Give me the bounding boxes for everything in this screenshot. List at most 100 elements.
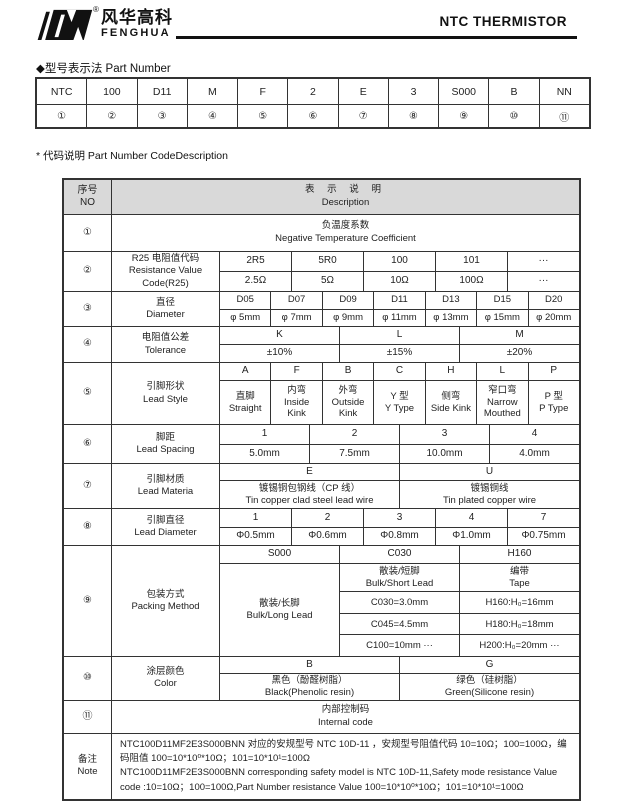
color-code-row: B G — [220, 657, 579, 674]
value-en: Internal code — [318, 716, 373, 728]
c030-item: C030=3.0mm — [370, 596, 429, 608]
note-label-cn: 备注 — [77, 754, 97, 766]
lead-diameter-cells: 1 2 3 4 7 Φ0.5mm Φ0.6mm Φ0.8mm Φ1.0mm Φ0… — [220, 509, 579, 546]
pn-index-cell: ② — [87, 105, 138, 127]
color-desc-row: 黑色（酚醛树脂） Black(Phenolic resin) 绿色（硅树脂） G… — [220, 673, 579, 700]
value-cn: 外弯 — [338, 384, 358, 396]
value-cn: 镀锡铜线 — [470, 482, 509, 494]
pn-index-cell: ⑧ — [389, 105, 440, 127]
row-lead-material: ⑦ 引脚材质 Lead Materia E U 镀锡铜包钢线（CP 线） Tin… — [64, 463, 579, 509]
packing-col-c030: 散装/短脚 Bulk/Short Lead C030=3.0mm C045=4.… — [340, 564, 460, 657]
diameter-code-cell: D13 — [426, 292, 478, 309]
row-lead-diameter: ⑧ 引脚直径 Lead Diameter 1 2 3 4 7 Φ0.5mm Φ0… — [64, 508, 579, 546]
label-en: Resistance Value — [128, 265, 203, 277]
pn-index-cell: ⑪ — [559, 112, 570, 124]
tolerance-value-cell: ±20% — [506, 347, 533, 359]
diameter-label: 直径 Diameter — [112, 292, 220, 327]
pn-index-cell: ⑤ — [238, 105, 289, 127]
packing-code-cell: H160 — [507, 548, 532, 560]
row-index: ⑪ — [64, 700, 112, 733]
bulk-short-lead-cell: 散装/短脚 Bulk/Short Lead — [340, 564, 459, 593]
color-code-cell: B — [220, 657, 400, 674]
row-note: 备注 Note NTC100D11MF2E3S000BNN 对应的安规型号 NT… — [64, 732, 579, 799]
code-description-subtitle: * 代码说明 Part Number CodeDescription — [36, 150, 228, 162]
resistance-value-cell: 10Ω — [364, 272, 436, 292]
packing-body: 散装/长脚 Bulk/Long Lead 散装/短脚 Bulk/Short Le… — [220, 563, 579, 657]
value-cn: 镀锡铜包钢线（CP 线） — [258, 482, 361, 494]
lead-style-desc-row: 直脚 Straight 内弯 Inside Kink 外弯 Outside Ki… — [220, 380, 579, 425]
value-en: Tape — [509, 577, 530, 589]
lead-style-label: 引脚形状 Lead Style — [112, 363, 220, 425]
lead-style-desc-cell: 侧弯 Side Kink — [426, 381, 478, 425]
index-badge: ⑤ — [83, 387, 92, 399]
pn-index-cell: ⑩ — [489, 105, 540, 127]
value-en: Bulk/Long Lead — [246, 610, 313, 622]
row-tolerance: ④ 电阻值公差 Tolerance K L M ±10% ±15% ±20% — [64, 326, 579, 363]
label-en: Lead Materia — [137, 486, 194, 498]
lead-diameter-label: 引脚直径 Lead Diameter — [112, 509, 220, 546]
no-header-cn: 序号 — [77, 184, 98, 196]
c030-item: C100=10mm ··· — [340, 634, 459, 656]
lead-style-code-cell: C — [374, 363, 426, 381]
lead-style-desc-cell: 外弯 Outside Kink — [323, 381, 375, 425]
lead-material-cells: E U 镀锡铜包钢线（CP 线） Tin copper clad steel l… — [220, 464, 579, 509]
pn-code-cell: 100 — [87, 79, 138, 104]
pn-index-cell: ⑥ — [288, 105, 339, 127]
resistance-value-cell: 2.5Ω — [220, 272, 292, 292]
diameter-code-cell: D15 — [477, 292, 529, 309]
brand-block: 风华高科 FENGHUA — [101, 9, 173, 39]
row-index: ⑤ — [64, 363, 112, 425]
no-header-en: NO — [80, 197, 95, 208]
row-index: ⑨ — [64, 546, 112, 657]
lead-spacing-value-cell: 4.0mm — [519, 447, 550, 459]
lead-material-desc-row: 镀锡铜包钢线（CP 线） Tin copper clad steel lead … — [220, 480, 579, 509]
diameter-value-cell: φ 20mm — [536, 311, 572, 323]
value-cn: 侧弯 — [441, 390, 461, 402]
diameter-value-cell: φ 15mm — [477, 309, 529, 327]
lead-diameter-code-cell: 2 — [292, 509, 364, 527]
resistance-value-cell: 100Ω — [436, 272, 508, 292]
row-resistance-value: ② R25 电阻值代码 Resistance Value Code(R25) 2… — [64, 251, 579, 292]
note-label-en: Note — [77, 766, 98, 778]
label-cn: 脚距 — [155, 431, 175, 443]
pn-code-cell: F — [238, 79, 289, 104]
note-label: 备注 Note — [64, 733, 112, 799]
ntc-cn: 负温度系数 — [321, 220, 370, 232]
bulk-long-lead-cell: 散装/长脚 Bulk/Long Lead — [220, 564, 339, 656]
lead-spacing-value-cell: 7.5mm — [310, 444, 400, 464]
value-en: Tin copper clad steel lead wire — [245, 494, 374, 506]
label-en: Packing Method — [131, 601, 200, 613]
index-badge: ⑧ — [83, 520, 92, 532]
lead-spacing-code-cell: 1 — [220, 425, 310, 444]
note-line-en: NTC100D11MF2E3S000BNN corresponding safe… — [120, 767, 558, 793]
label-cn: 引脚直径 — [146, 514, 185, 526]
lead-spacing-cells: 1 2 3 4 5.0mm 7.5mm 10.0mm 4.0mm — [220, 425, 579, 464]
lead-material-code-cell: U — [485, 465, 494, 477]
lead-diameter-value-cell: Φ0.5mm — [220, 527, 292, 546]
h160-item: H160:H₀=16mm — [485, 596, 554, 608]
lead-material-label: 引脚材质 Lead Materia — [112, 464, 220, 509]
lead-diameter-code-cell: 1 — [220, 509, 292, 527]
c030-item: C045=4.5mm — [340, 612, 459, 635]
lead-material-desc-cell: 镀锡铜包钢线（CP 线） Tin copper clad steel lead … — [220, 481, 400, 509]
ntc-en: Negative Temperature Coefficient — [275, 233, 416, 244]
lead-style-code-cell: H — [426, 363, 478, 381]
value-cn: P 型 — [544, 390, 563, 402]
color-desc-cell: 黑色（酚醛树脂） Black(Phenolic resin) — [220, 674, 400, 700]
lead-spacing-value-cell: 5.0mm — [220, 444, 310, 464]
label-en: Tolerance — [144, 344, 187, 356]
lead-style-code-cell: B — [323, 363, 375, 381]
row-index: ⑧ — [64, 509, 112, 546]
pn-code-cell: D11 — [138, 79, 188, 104]
row-index: ⑦ — [64, 464, 112, 509]
pn-code-cell: NN — [556, 85, 572, 98]
tolerance-value-row: ±10% ±15% ±20% — [220, 344, 579, 363]
label-en: Diameter — [146, 309, 185, 321]
pn-code-cell: 3 — [389, 79, 440, 104]
resistance-value-cell: ··· — [538, 275, 549, 287]
lead-spacing-value-cell: 10.0mm — [400, 444, 490, 464]
index-badge: ③ — [83, 302, 92, 314]
value-cn: 直脚 — [235, 390, 255, 402]
lead-style-code-cell: F — [271, 363, 323, 381]
packing-method-cells: S000 C030 H160 散装/长脚 Bulk/Long Lead 散装/短… — [220, 546, 579, 657]
